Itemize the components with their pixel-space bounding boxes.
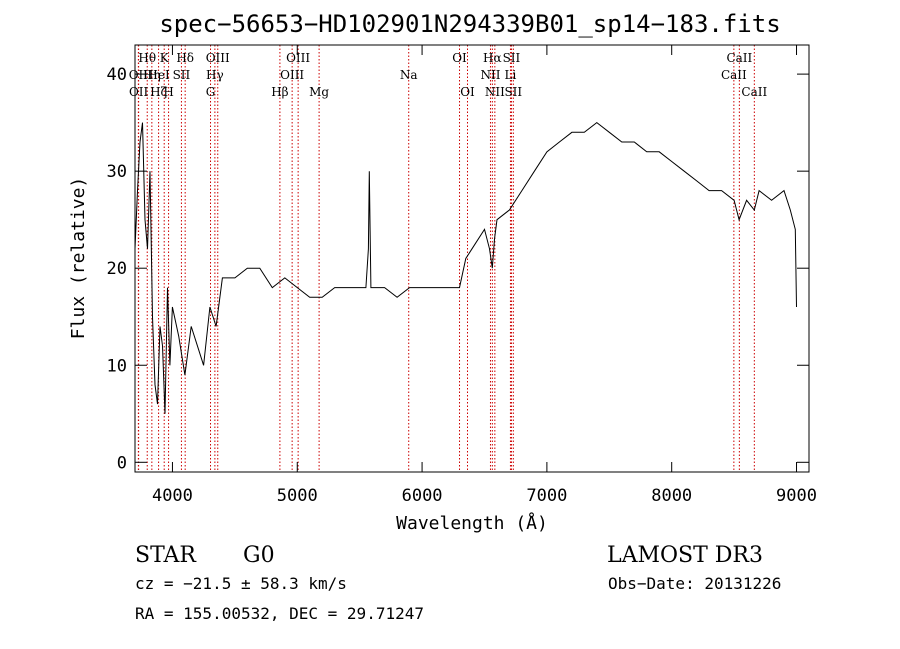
line-label: CaII: [741, 85, 767, 99]
line-label: OI: [460, 85, 475, 99]
line-label: OII: [129, 68, 149, 82]
x-axis: 4000 5000 6000 7000 8000 9000: [152, 45, 817, 506]
line-label: OIII: [206, 51, 230, 65]
line-marker-group: [137, 45, 755, 472]
line-label: Hδ: [176, 51, 194, 65]
plot-frame: [134, 44, 810, 473]
y-tick-label: 10: [107, 356, 127, 376]
line-label: Hη: [143, 68, 161, 82]
y-tick-label: 20: [107, 259, 127, 279]
line-label: Hζ: [150, 85, 167, 99]
line-label: G: [206, 85, 216, 99]
x-axis-label: Wavelength (Å): [396, 512, 548, 534]
line-label: SII: [504, 85, 522, 99]
redshift-cz: cz = −21.5 ± 58.3 km/s: [135, 574, 347, 593]
line-label: H: [163, 85, 173, 99]
x-tick-label: 8000: [651, 486, 692, 506]
spectrum-line: [134, 121, 797, 414]
x-tick-label: 9000: [776, 486, 817, 506]
y-axis: 0 10 20 30 40: [107, 65, 809, 473]
line-label: K: [160, 51, 170, 65]
line-label: Hα: [483, 51, 502, 65]
ra-dec-coordinates: RA = 155.00532, DEC = 29.71247: [135, 604, 424, 623]
line-label: SII: [173, 68, 191, 82]
x-tick-label: 6000: [402, 486, 443, 506]
x-tick-label: 7000: [526, 486, 567, 506]
line-label: Na: [400, 68, 418, 82]
spectral-subclass: G0: [243, 543, 275, 568]
line-label: OII: [129, 85, 149, 99]
line-label: Hθ: [138, 51, 156, 65]
object-class: STAR: [135, 543, 197, 568]
x-tick-label: 4000: [152, 486, 193, 506]
line-label: OIII: [280, 68, 304, 82]
line-label: CaII: [726, 51, 752, 65]
line-label: Hγ: [206, 68, 224, 82]
y-tick-label: 30: [107, 162, 127, 182]
line-label: Mg: [309, 85, 329, 99]
line-label: Li: [505, 68, 517, 82]
line-label: SII: [503, 51, 521, 65]
y-axis-label: Flux (relative): [68, 177, 89, 340]
x-tick-label: 5000: [277, 486, 318, 506]
y-tick-label: 0: [117, 453, 127, 473]
line-label: Hβ: [271, 85, 288, 99]
line-label: OI: [452, 51, 467, 65]
y-tick-label: 40: [107, 65, 127, 85]
line-label: OIII: [286, 51, 310, 65]
line-label: HeI: [147, 68, 170, 82]
observation-date: Obs−Date: 20131226: [608, 574, 781, 593]
line-label: NII: [480, 68, 500, 82]
line-label: CaII: [721, 68, 747, 82]
survey-name: LAMOST DR3: [607, 543, 763, 568]
line-label: NII: [485, 85, 505, 99]
chart-title: spec−56653−HD102901N294339B01_sp14−183.f…: [159, 10, 780, 38]
